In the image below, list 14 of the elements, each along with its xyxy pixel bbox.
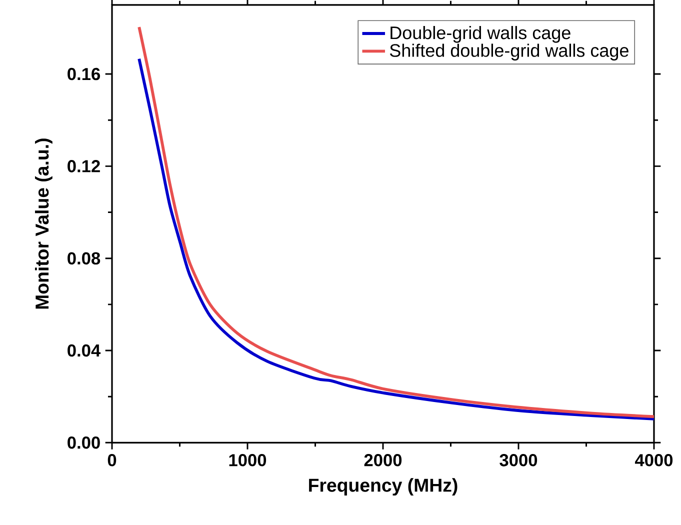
x-tick-label: 0	[108, 454, 116, 466]
y-tick-label: 0.00	[68, 436, 100, 449]
legend-label: Double-grid walls cage	[390, 26, 570, 43]
x-tick-label: 2000	[364, 454, 402, 466]
x-tick-label: 1000	[229, 454, 266, 466]
y-axis-title: Monitor Value (a.u.)	[35, 138, 52, 309]
x-tick-label: 3000	[500, 454, 538, 466]
x-axis-title: Frequency (MHz)	[309, 478, 458, 496]
y-tick-label: 0.12	[68, 160, 100, 172]
x-tick-label: 4000	[634, 454, 673, 466]
legend-label: Shifted double-grid walls cage	[390, 44, 628, 61]
y-tick-label: 0.08	[68, 252, 100, 265]
y-tick-label: 0.16	[68, 68, 100, 80]
y-tick-label: 0.04	[68, 344, 101, 357]
